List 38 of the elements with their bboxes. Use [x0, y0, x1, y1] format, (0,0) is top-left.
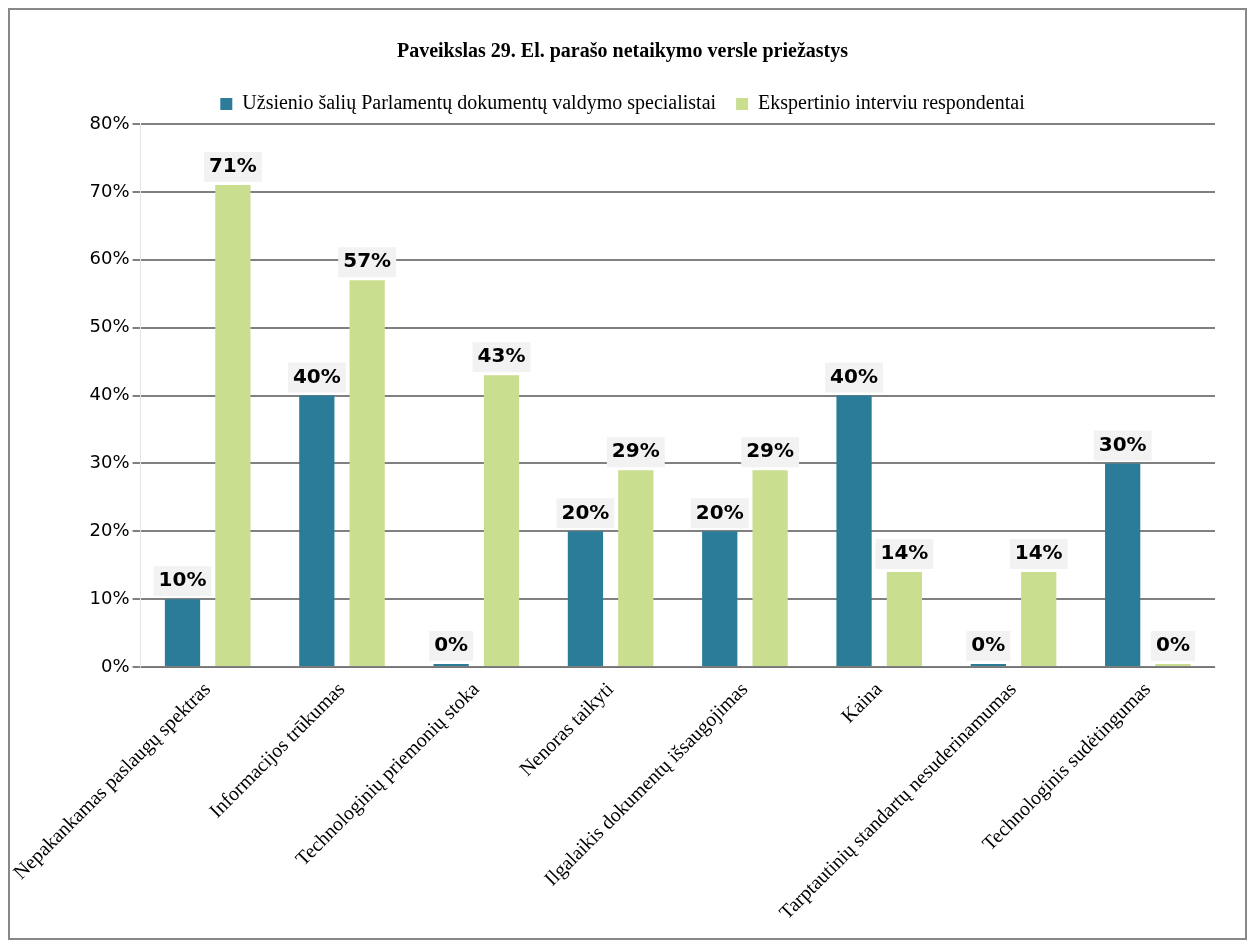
bar [215, 185, 251, 667]
data-label: 0% [434, 632, 469, 657]
legend-label: Užsienio šalių Parlamentų dokumentų valdymo specialistai [242, 91, 717, 115]
data-label: 43% [477, 343, 526, 368]
bar [752, 470, 788, 667]
data-label: 30% [1098, 431, 1147, 456]
data-label: 0% [1156, 632, 1191, 657]
data-label: 29% [746, 438, 795, 463]
legend-label: Ekspertinio interviu respondentai [758, 91, 1026, 115]
data-label: 40% [830, 363, 878, 388]
data-label: 0% [971, 632, 1006, 657]
y-tick-label: 30% [89, 451, 130, 473]
data-label: 10% [158, 567, 207, 592]
data-label: 29% [611, 438, 660, 463]
bar [164, 599, 201, 667]
data-label: 20% [561, 499, 610, 524]
y-tick-label: 10% [89, 586, 130, 608]
bar [886, 572, 923, 667]
y-tick-label: 50% [89, 315, 130, 337]
bar [567, 531, 604, 667]
y-tick-label: 60% [89, 247, 130, 269]
bar [1021, 572, 1057, 667]
y-tick-label: 0% [100, 654, 130, 676]
data-label: 40% [292, 363, 341, 388]
bar [483, 375, 520, 667]
y-tick-label: 70% [89, 179, 130, 201]
data-label: 71% [208, 153, 257, 178]
data-label: 14% [1014, 540, 1063, 565]
data-label: 57% [343, 248, 392, 273]
bar [618, 470, 654, 667]
data-label: 20% [695, 499, 744, 524]
y-tick-label: 40% [89, 383, 130, 405]
data-label: 14% [880, 540, 929, 565]
bar [702, 531, 738, 667]
y-tick-label: 20% [89, 518, 130, 540]
y-tick-label: 80% [89, 111, 130, 133]
chart-title: Paveikslas 29. El. parašo netaikymo versle priežastys [396, 39, 849, 63]
bar [349, 280, 385, 667]
